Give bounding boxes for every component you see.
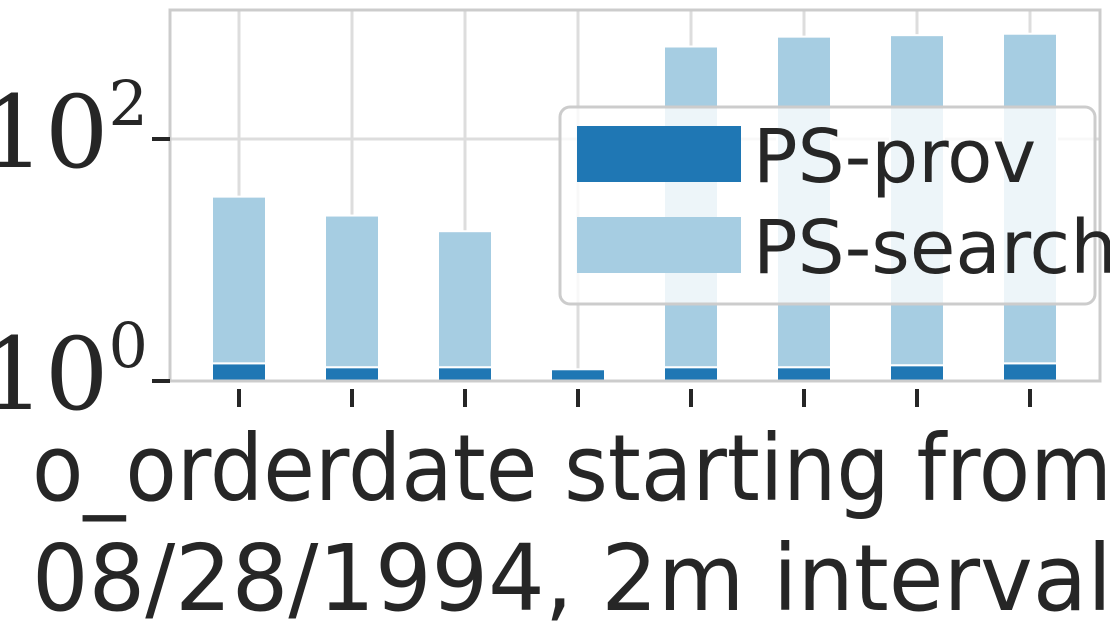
bar-ps-prov — [1002, 362, 1058, 383]
axis-ticks: 100 102 — [0, 67, 1032, 433]
bar-ps-prov — [889, 364, 945, 382]
y-tick-label: 102 — [0, 67, 148, 191]
bar-ps-prov — [776, 366, 832, 383]
plot-frame — [168, 8, 1102, 383]
x-axis-label-line: o_orderdate starting from — [32, 415, 1110, 522]
bar-ps-search — [324, 214, 380, 369]
bar-ps-prov — [211, 362, 267, 383]
y-tick-label: 100 — [0, 309, 148, 433]
legend-swatch — [577, 126, 741, 182]
bar-ps-prov — [437, 366, 493, 383]
bar-ps-prov — [324, 366, 380, 383]
bar-ps-search — [211, 195, 267, 365]
bar-ps-prov — [663, 366, 719, 383]
legend-swatch — [577, 217, 741, 273]
legend-label: PS-prov — [753, 114, 1036, 200]
bar-ps-prov — [550, 368, 606, 383]
bar-ps-search — [437, 230, 493, 369]
x-axis-label-line: 08/28/1994, 2m interval — [32, 525, 1110, 632]
legend-label: PS-search — [753, 205, 1110, 291]
